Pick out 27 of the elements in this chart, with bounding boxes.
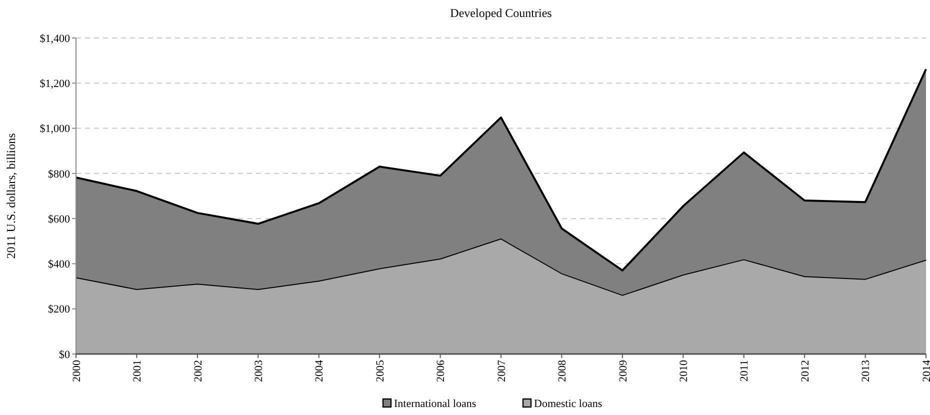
- x-tick-label: 2013: [860, 360, 872, 382]
- y-tick-label: $200: [48, 304, 70, 316]
- x-tick-label: 2009: [617, 360, 630, 382]
- x-tick-label: 2010: [678, 360, 690, 382]
- y-tick-label: $1,400: [40, 32, 70, 45]
- y-axis-title: 2011 U.S. dollars, billions: [4, 132, 18, 259]
- x-tick-label: 2011: [738, 360, 751, 382]
- x-tick-label: 2014: [920, 360, 930, 382]
- x-tick-label: 2001: [132, 360, 144, 382]
- y-tick-label: $1,200: [40, 78, 70, 90]
- x-tick-label: 2002: [192, 360, 204, 382]
- x-tick-label: 2005: [374, 360, 386, 382]
- y-tick-label: $400: [48, 258, 70, 271]
- x-tick-label: 2004: [314, 360, 326, 382]
- x-tick-label: 2006: [435, 360, 448, 382]
- y-tick-label: $600: [48, 213, 70, 226]
- y-tick-label: $1,000: [40, 123, 70, 136]
- legend-label: Domestic loans: [534, 398, 602, 410]
- x-tick-label: 2012: [799, 360, 812, 382]
- y-tick-label: $800: [48, 168, 70, 180]
- x-tick-label: 2000: [70, 360, 83, 382]
- chart-title: Developed Countries: [450, 6, 552, 20]
- x-tick-label: 2007: [496, 360, 508, 382]
- x-tick-label: 2008: [556, 360, 569, 382]
- legend-label: International loans: [394, 398, 476, 410]
- x-tick-label: 2003: [252, 360, 265, 382]
- y-tick-label: $0: [59, 348, 70, 361]
